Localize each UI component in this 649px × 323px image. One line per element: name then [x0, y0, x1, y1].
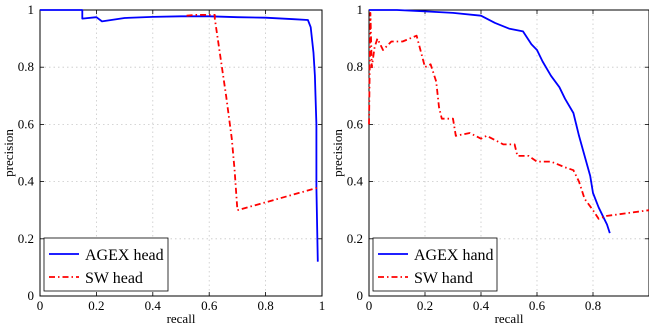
- series-line-2: [368, 12, 649, 220]
- legend-box: [372, 237, 498, 292]
- x-tick-label: 0.6: [201, 298, 218, 313]
- x-tick-label: 0: [366, 298, 373, 313]
- chart-panel-1: 0 0.2 0.4 0.6 0.8 1 0 0.2 0.4 0.6 0.8 1 recall precis…: [1, 2, 325, 323]
- y-tick-label: 0.8: [347, 59, 363, 74]
- y-tick-label: 0: [357, 288, 364, 303]
- y-tick-label: 0.4: [347, 174, 364, 189]
- x-tick-label: 0.2: [417, 298, 433, 313]
- chart-panel-2: 0 0.2 0.4 0.6 0.8 0 0.2 0.4 0.6 0.8 1 recall precisi…: [330, 2, 649, 323]
- y-tick-label: 0: [28, 288, 35, 303]
- y-tick-label: 0.2: [18, 231, 34, 246]
- x-tick-label: 1: [319, 298, 326, 313]
- x-axis-label: recall: [167, 311, 196, 323]
- series-line-1: [40, 9, 319, 262]
- x-tick-label: 0.2: [88, 298, 104, 313]
- axes-frame: [39, 9, 323, 297]
- y-tick-label: 0.8: [18, 59, 34, 74]
- x-tick-label: 0: [37, 298, 44, 313]
- y-tick-label: 1: [357, 2, 364, 17]
- y-axis-label: precision: [330, 129, 345, 177]
- legend-label-2: SW hand: [414, 270, 473, 287]
- y-tick-label: 0.6: [347, 116, 364, 131]
- legend-label-2: SW head: [85, 270, 143, 287]
- legend: AGEX head SW head: [43, 237, 169, 292]
- legend-label-1: AGEX head: [85, 247, 164, 264]
- y-tick-label: 0.2: [347, 231, 363, 246]
- y-tick-label: 0.6: [18, 116, 35, 131]
- x-tick-label: 0.8: [585, 298, 601, 313]
- y-axis-label: precision: [1, 129, 16, 177]
- legend: AGEX hand SW hand: [372, 237, 498, 292]
- y-tick-label: 0.4: [18, 174, 35, 189]
- x-axis-label: recall: [495, 311, 524, 323]
- legend-label-1: AGEX hand: [414, 247, 494, 264]
- series-line-1: [369, 9, 611, 234]
- legend-box: [43, 237, 169, 292]
- axes-frame: [368, 9, 649, 297]
- x-tick-label: 0.6: [529, 298, 546, 313]
- x-tick-label: 0.4: [145, 298, 162, 313]
- x-tick-label: 0.4: [473, 298, 490, 313]
- y-tick-label: 1: [28, 2, 35, 17]
- x-tick-label: 0.8: [257, 298, 273, 313]
- series-line-2: [186, 14, 320, 212]
